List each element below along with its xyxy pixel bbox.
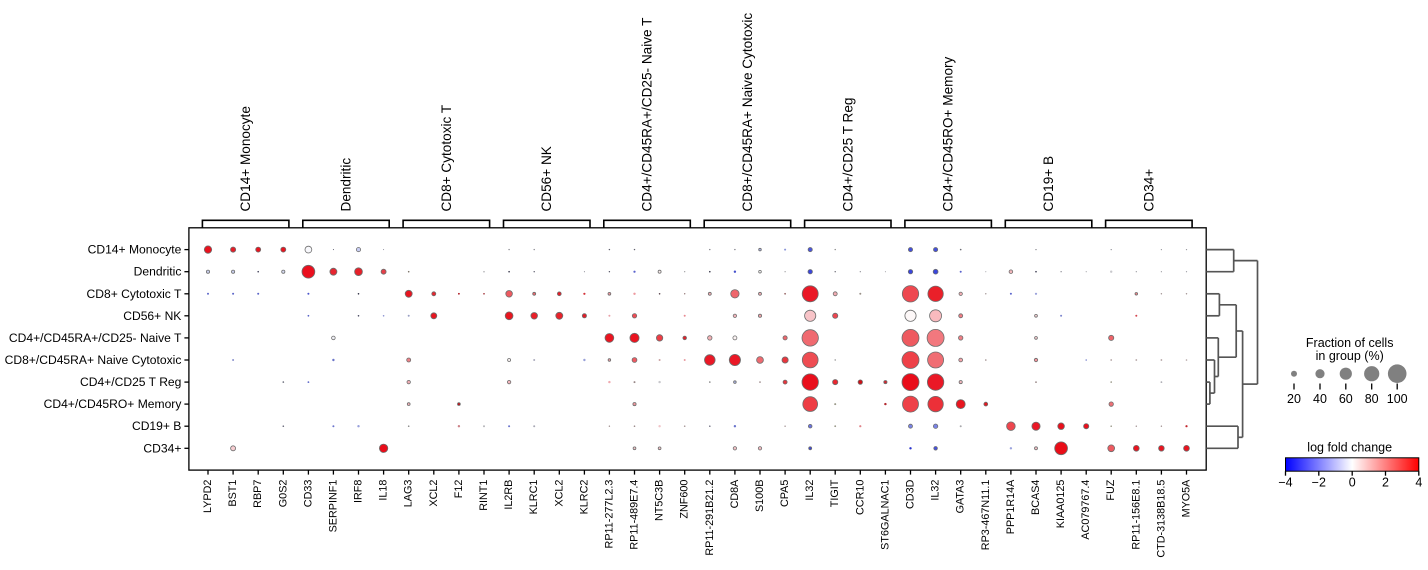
svg-text:TIGIT: TIGIT [829,479,841,507]
svg-text:PPP1R14A: PPP1R14A [1005,479,1017,534]
svg-text:CD19+ B: CD19+ B [132,419,181,433]
svg-text:0: 0 [1349,476,1356,490]
svg-text:IL32: IL32 [930,480,942,501]
svg-text:CD4+/CD45RO+ Memory: CD4+/CD45RO+ Memory [941,56,956,211]
svg-text:XCL2: XCL2 [428,480,440,507]
svg-text:CD3D: CD3D [905,479,917,509]
svg-text:ST6GALNAC1: ST6GALNAC1 [879,480,891,550]
svg-text:KLRC2: KLRC2 [578,480,590,515]
svg-text:100: 100 [1387,392,1408,406]
svg-text:CD8A: CD8A [729,479,741,509]
svg-text:CD14+ Monocyte: CD14+ Monocyte [88,243,182,257]
svg-text:CD56+ NK: CD56+ NK [123,309,181,323]
svg-text:Fraction of cells: Fraction of cells [1306,336,1394,350]
svg-text:RP11-489E7.4: RP11-489E7.4 [629,480,641,550]
svg-text:CTD-3138B18.5: CTD-3138B18.5 [1155,480,1167,558]
svg-text:MYO5A: MYO5A [1181,479,1193,518]
svg-text:F12: F12 [453,480,465,499]
svg-text:4: 4 [1415,476,1422,490]
svg-text:Dendritic: Dendritic [134,265,182,279]
svg-text:40: 40 [1313,392,1327,406]
svg-text:AC079767.4: AC079767.4 [1080,480,1092,540]
svg-text:IL18: IL18 [378,480,390,501]
svg-text:G0S2: G0S2 [277,480,289,508]
svg-text:CCR10: CCR10 [854,480,866,515]
svg-text:CD8+ Cytotoxic T: CD8+ Cytotoxic T [87,287,182,301]
svg-text:IRF8: IRF8 [353,480,365,503]
svg-text:XCL2: XCL2 [553,480,565,507]
svg-text:LAG3: LAG3 [403,480,415,508]
svg-text:CD34+: CD34+ [1141,169,1156,212]
svg-text:in group (%): in group (%) [1316,349,1384,363]
svg-text:CD33: CD33 [302,480,314,508]
svg-text:CD14+ Monocyte: CD14+ Monocyte [238,106,253,211]
svg-text:RINT1: RINT1 [478,480,490,511]
svg-text:CD4+/CD45RA+/CD25- Naive T: CD4+/CD45RA+/CD25- Naive T [640,18,655,212]
svg-text:Dendritic: Dendritic [339,158,354,212]
svg-text:20: 20 [1287,392,1301,406]
svg-text:CD8+/CD45RA+ Naive Cytotoxic: CD8+/CD45RA+ Naive Cytotoxic [740,13,755,212]
svg-text:log fold change: log fold change [1307,440,1392,454]
svg-text:CPA5: CPA5 [779,480,791,507]
svg-text:CD19+ B: CD19+ B [1041,156,1056,212]
svg-text:RP11-156E8.1: RP11-156E8.1 [1130,480,1142,550]
svg-text:CD4+/CD45RA+/CD25- Naive T: CD4+/CD45RA+/CD25- Naive T [9,331,182,345]
svg-text:RP11-277L2.3: RP11-277L2.3 [603,480,615,549]
svg-text:KLRC1: KLRC1 [528,480,540,515]
svg-text:S100B: S100B [754,480,766,512]
svg-text:BST1: BST1 [227,480,239,507]
svg-text:FUZ: FUZ [1105,479,1117,500]
svg-text:SERPINF1: SERPINF1 [327,480,339,533]
svg-text:−2: −2 [1312,476,1326,490]
svg-text:LYPD2: LYPD2 [202,480,214,513]
svg-text:CD4+/CD25 T Reg: CD4+/CD25 T Reg [840,98,855,212]
svg-text:RP11-291B21.2: RP11-291B21.2 [704,480,716,556]
svg-text:CD56+ NK: CD56+ NK [539,146,554,211]
svg-text:KIAA0125: KIAA0125 [1055,480,1067,529]
svg-text:80: 80 [1365,392,1379,406]
svg-text:RP3-467N11.1: RP3-467N11.1 [980,480,992,551]
svg-text:2: 2 [1382,476,1389,490]
svg-text:NT5C3B: NT5C3B [654,480,666,521]
svg-text:ZNF600: ZNF600 [679,480,691,519]
svg-text:CD8+/CD45RA+ Naive Cytotoxic: CD8+/CD45RA+ Naive Cytotoxic [5,353,182,367]
svg-text:IL2RB: IL2RB [503,480,515,510]
svg-text:CD8+ Cytotoxic T: CD8+ Cytotoxic T [439,105,454,212]
svg-text:CD4+/CD25 T Reg: CD4+/CD25 T Reg [80,375,181,389]
svg-text:CD34+: CD34+ [143,441,181,455]
svg-text:CD4+/CD45RO+ Memory: CD4+/CD45RO+ Memory [44,397,183,411]
svg-text:GATA3: GATA3 [955,480,967,514]
svg-text:IL32: IL32 [804,480,816,501]
svg-text:60: 60 [1339,392,1353,406]
svg-text:RBP7: RBP7 [252,480,264,508]
svg-text:BCAS4: BCAS4 [1030,480,1042,515]
svg-text:−4: −4 [1278,476,1292,490]
